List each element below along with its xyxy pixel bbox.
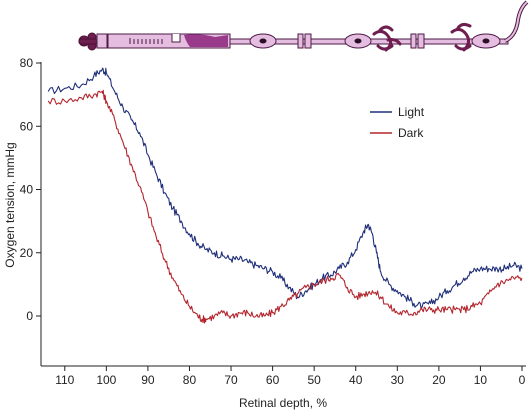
series-lines xyxy=(47,67,523,324)
x-tick-label: 90 xyxy=(141,373,155,387)
series-line-light xyxy=(47,67,523,310)
y-axis-label: Oxygen tension, mmHg xyxy=(3,142,17,267)
x-tick-label: 110 xyxy=(55,373,74,387)
legend-label-dark: Dark xyxy=(398,126,424,140)
series-line-dark xyxy=(47,89,523,324)
plot-frame xyxy=(40,62,526,367)
x-tick-label: 10 xyxy=(474,373,488,387)
y-tick-label: 20 xyxy=(20,246,34,260)
x-axis-label: Retinal depth, % xyxy=(239,396,327,410)
legend: Light Dark xyxy=(370,105,425,140)
legend-label-light: Light xyxy=(398,105,425,119)
x-tick-label: 70 xyxy=(224,373,238,387)
x-axis: 110 100 90 80 70 60 50 40 30 20 10 0 xyxy=(55,366,526,387)
y-tick-label: 0 xyxy=(26,309,33,323)
retinal-layers-strip-icon xyxy=(78,0,529,52)
x-tick-label: 100 xyxy=(96,373,116,387)
y-axis: 0 20 40 60 80 xyxy=(20,56,41,323)
x-tick-label: 20 xyxy=(432,373,446,387)
x-tick-label: 60 xyxy=(266,373,280,387)
y-tick-label: 80 xyxy=(20,56,34,70)
y-tick-label: 60 xyxy=(20,119,34,133)
x-tick-label: 50 xyxy=(307,373,321,387)
x-tick-label: 0 xyxy=(519,373,526,387)
y-tick-label: 40 xyxy=(20,183,34,197)
x-tick-label: 30 xyxy=(391,373,405,387)
x-tick-label: 80 xyxy=(183,373,197,387)
x-tick-label: 40 xyxy=(349,373,363,387)
